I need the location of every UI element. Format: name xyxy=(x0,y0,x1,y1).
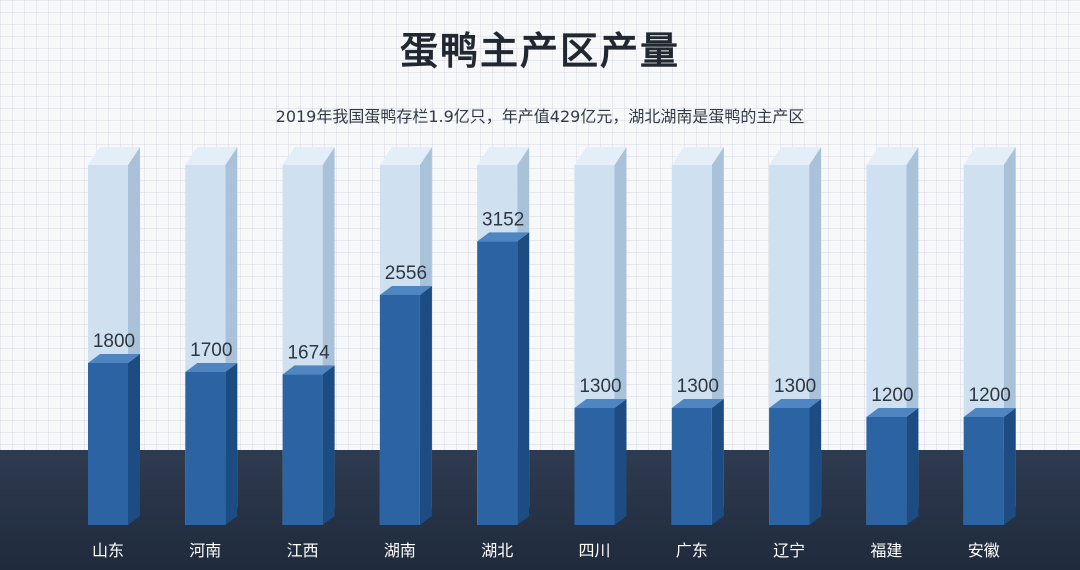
track-top xyxy=(769,147,822,165)
bar-top xyxy=(574,399,627,408)
category-label: 河南 xyxy=(189,541,221,560)
bar-top xyxy=(769,399,822,408)
track-top xyxy=(88,147,140,165)
bar-top xyxy=(379,285,432,295)
category-label: 辽宁 xyxy=(773,541,805,560)
track-top xyxy=(574,147,627,165)
category-label: 湖北 xyxy=(481,541,513,560)
bar-side xyxy=(419,285,432,525)
bar xyxy=(574,408,615,525)
bar-top xyxy=(88,354,140,363)
data-label: 1300 xyxy=(774,376,816,397)
track-top xyxy=(379,147,432,165)
bar-top xyxy=(963,408,1016,417)
bar xyxy=(477,241,518,525)
bar-side xyxy=(128,354,140,525)
bar xyxy=(88,363,128,525)
bar xyxy=(769,408,810,525)
data-label: 1674 xyxy=(287,342,330,363)
data-label: 1300 xyxy=(579,376,621,397)
track-top xyxy=(477,147,530,165)
category-label: 福建 xyxy=(870,541,902,560)
bar-side xyxy=(517,232,530,525)
track-top xyxy=(671,147,724,165)
category-label: 山东 xyxy=(92,541,124,560)
bar xyxy=(282,374,323,525)
track-top xyxy=(963,147,1016,165)
bar xyxy=(379,294,420,525)
bar-side xyxy=(711,399,724,525)
category-label: 湖南 xyxy=(384,541,416,560)
bar-top xyxy=(282,365,335,375)
bar xyxy=(963,417,1004,525)
bar xyxy=(185,372,226,525)
bar xyxy=(866,417,907,525)
data-label: 1300 xyxy=(677,376,719,397)
data-label: 1700 xyxy=(190,340,232,361)
category-label: 四川 xyxy=(578,541,610,560)
bar-side xyxy=(809,399,822,525)
bar xyxy=(671,408,712,525)
bar-side xyxy=(1003,408,1016,525)
bar-top xyxy=(477,232,530,242)
chart-subtitle: 2019年我国蛋鸭存栏1.9亿只，年产值429亿元，湖北湖南是蛋鸭的主产区 xyxy=(275,107,805,126)
bar-side xyxy=(225,363,238,525)
track-top xyxy=(185,147,238,165)
bar-side xyxy=(614,399,627,525)
bar-side xyxy=(322,365,335,525)
category-label: 江西 xyxy=(287,541,319,560)
bar-top xyxy=(866,408,919,417)
category-label: 广东 xyxy=(676,541,708,560)
data-label: 1200 xyxy=(871,385,913,406)
data-label: 3152 xyxy=(482,209,524,230)
chart-title: 蛋鸭主产区产量 xyxy=(399,29,680,73)
data-label: 1800 xyxy=(93,331,135,352)
category-label: 安徽 xyxy=(968,541,1000,560)
track-top xyxy=(866,147,919,165)
data-label: 1200 xyxy=(969,385,1011,406)
bar-side xyxy=(906,408,919,525)
track-top xyxy=(282,147,335,165)
bar-top xyxy=(671,399,724,408)
bar-top xyxy=(185,363,238,372)
data-label: 2556 xyxy=(385,263,427,284)
